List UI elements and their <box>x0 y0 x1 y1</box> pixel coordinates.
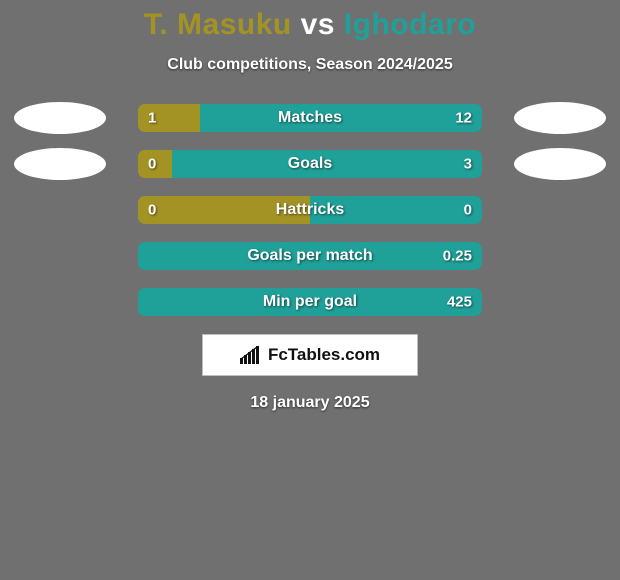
stat-left-value: 0 <box>148 202 156 219</box>
player-a-avatar <box>14 102 106 134</box>
stat-name: Min per goal <box>263 293 357 311</box>
stat-bar: 0 3 Goals <box>138 150 482 178</box>
stat-right-value: 0 <box>464 202 472 219</box>
bars-icon <box>240 346 262 364</box>
brand-badge: FcTables.com <box>202 334 418 376</box>
stat-right-value: 0.25 <box>443 248 472 265</box>
stat-right-value: 3 <box>464 156 472 173</box>
stat-name: Matches <box>278 109 342 127</box>
stat-right-value: 425 <box>447 294 472 311</box>
stat-name: Goals per match <box>247 247 372 265</box>
player-b-name: Ighodaro <box>344 8 476 41</box>
player-b-avatar <box>514 102 606 134</box>
stat-row: 1 12 Matches <box>0 104 620 132</box>
brand-text: FcTables.com <box>268 345 380 365</box>
subtitle: Club competitions, Season 2024/2025 <box>0 56 620 74</box>
stats-rows: 1 12 Matches 0 3 Goals 0 0 Hattricks 0.25 Goals pe… <box>0 104 620 316</box>
stat-left-value: 0 <box>148 156 156 173</box>
stat-name: Goals <box>288 155 332 173</box>
stat-row: 425 Min per goal <box>0 288 620 316</box>
stat-right-value: 12 <box>455 110 472 127</box>
stat-bar: 1 12 Matches <box>138 104 482 132</box>
stat-bar: 425 Min per goal <box>138 288 482 316</box>
stat-bar: 0.25 Goals per match <box>138 242 482 270</box>
stat-left-value: 1 <box>148 110 156 127</box>
page-title: T. Masuku vs Ighodaro <box>0 8 620 42</box>
comparison-infographic: T. Masuku vs Ighodaro Club competitions,… <box>0 0 620 580</box>
stat-row: 0 3 Goals <box>0 150 620 178</box>
stat-bar: 0 0 Hattricks <box>138 196 482 224</box>
vs-label: vs <box>301 8 335 41</box>
stat-row: 0.25 Goals per match <box>0 242 620 270</box>
player-a-avatar <box>14 148 106 180</box>
stat-name: Hattricks <box>276 201 344 219</box>
player-a-name: T. Masuku <box>144 8 292 41</box>
date-label: 18 january 2025 <box>0 394 620 412</box>
player-b-avatar <box>514 148 606 180</box>
stat-row: 0 0 Hattricks <box>0 196 620 224</box>
